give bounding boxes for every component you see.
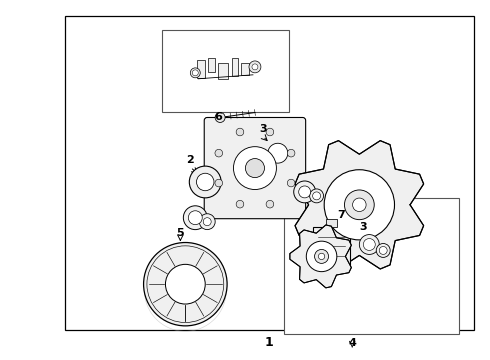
Circle shape bbox=[147, 246, 224, 323]
Circle shape bbox=[313, 192, 320, 200]
Text: 6: 6 bbox=[214, 112, 222, 122]
Circle shape bbox=[376, 243, 390, 257]
Circle shape bbox=[324, 170, 394, 240]
Circle shape bbox=[245, 158, 265, 177]
Circle shape bbox=[236, 128, 244, 136]
Text: 3: 3 bbox=[259, 125, 267, 134]
Circle shape bbox=[190, 68, 200, 78]
Ellipse shape bbox=[256, 134, 300, 172]
Circle shape bbox=[353, 198, 366, 212]
Circle shape bbox=[249, 61, 261, 73]
Circle shape bbox=[379, 247, 387, 255]
Circle shape bbox=[236, 201, 244, 208]
Polygon shape bbox=[290, 225, 351, 288]
Bar bbox=[241, 63, 249, 75]
Circle shape bbox=[266, 128, 274, 136]
Circle shape bbox=[266, 201, 274, 208]
Bar bbox=[232, 58, 238, 76]
Circle shape bbox=[144, 243, 227, 326]
Circle shape bbox=[215, 113, 225, 122]
Circle shape bbox=[233, 147, 276, 189]
Bar bbox=[65, 16, 474, 330]
Circle shape bbox=[363, 239, 375, 251]
Circle shape bbox=[196, 173, 214, 191]
Circle shape bbox=[294, 181, 316, 203]
Circle shape bbox=[287, 179, 295, 187]
Text: 3: 3 bbox=[360, 222, 367, 231]
Bar bbox=[208, 58, 215, 72]
Text: 2: 2 bbox=[186, 155, 194, 165]
Circle shape bbox=[203, 218, 211, 226]
Circle shape bbox=[287, 149, 295, 157]
Text: 7: 7 bbox=[338, 210, 345, 220]
Circle shape bbox=[183, 206, 207, 230]
FancyBboxPatch shape bbox=[204, 117, 306, 219]
Circle shape bbox=[166, 264, 205, 304]
Circle shape bbox=[199, 214, 215, 230]
Circle shape bbox=[299, 186, 311, 198]
Circle shape bbox=[192, 70, 198, 76]
Circle shape bbox=[359, 235, 379, 255]
Circle shape bbox=[306, 241, 337, 272]
Circle shape bbox=[315, 249, 329, 264]
Polygon shape bbox=[295, 141, 424, 269]
Circle shape bbox=[189, 166, 221, 198]
Circle shape bbox=[215, 149, 222, 157]
Bar bbox=[218, 63, 228, 79]
Bar bbox=[326, 219, 337, 227]
Text: 5: 5 bbox=[176, 228, 184, 238]
Bar bbox=[162, 30, 289, 112]
Bar bbox=[197, 60, 205, 78]
Circle shape bbox=[344, 190, 374, 220]
Circle shape bbox=[252, 64, 258, 70]
Circle shape bbox=[215, 179, 222, 187]
Circle shape bbox=[268, 143, 288, 163]
Bar bbox=[284, 198, 460, 334]
Text: 4: 4 bbox=[348, 338, 356, 347]
Circle shape bbox=[188, 211, 202, 225]
Circle shape bbox=[310, 189, 323, 203]
Text: 1: 1 bbox=[265, 336, 274, 349]
Bar bbox=[313, 227, 350, 266]
Circle shape bbox=[318, 253, 325, 260]
